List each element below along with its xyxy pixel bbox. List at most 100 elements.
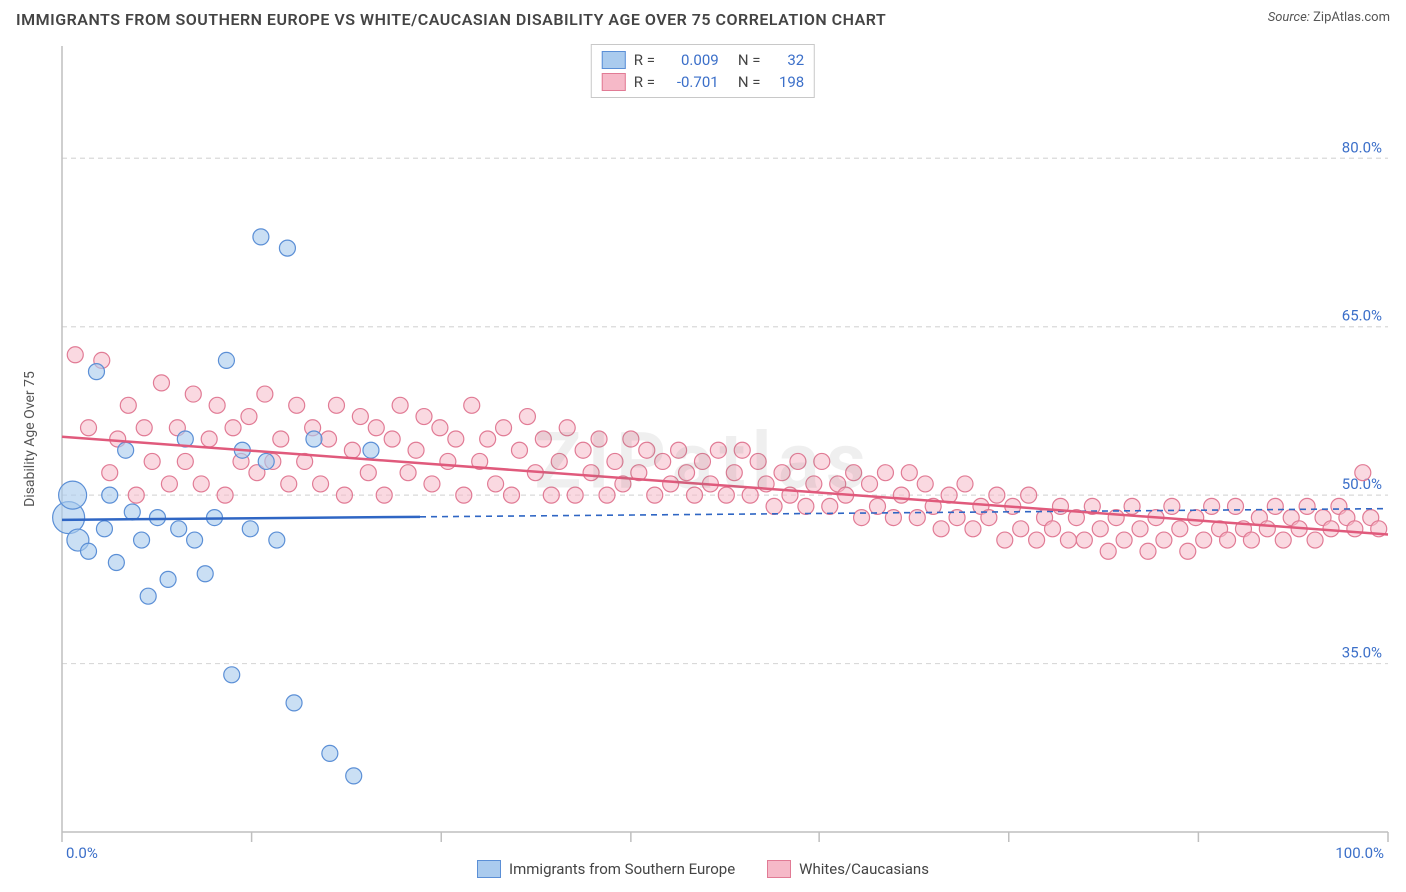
point-blue <box>269 532 285 548</box>
point-pink <box>1172 521 1188 537</box>
legend-item-blue: Immigrants from Southern Europe <box>477 860 735 878</box>
series-legend: Immigrants from Southern Europe Whites/C… <box>16 860 1390 878</box>
point-blue <box>118 442 134 458</box>
point-pink <box>933 521 949 537</box>
point-pink <box>535 431 551 447</box>
point-pink <box>1140 543 1156 559</box>
point-blue <box>149 510 165 526</box>
point-pink <box>193 476 209 492</box>
point-blue <box>346 768 362 784</box>
point-pink <box>128 487 144 503</box>
point-blue <box>140 588 156 604</box>
point-pink <box>153 375 169 391</box>
point-pink <box>710 442 726 458</box>
point-pink <box>273 431 289 447</box>
point-pink <box>877 465 893 481</box>
point-pink <box>1124 498 1140 514</box>
point-pink <box>1220 532 1236 548</box>
point-pink <box>1021 487 1037 503</box>
point-blue <box>88 364 104 380</box>
point-pink <box>1156 532 1172 548</box>
corr-row-blue: R = 0.009 N = 32 <box>602 49 804 71</box>
point-pink <box>607 453 623 469</box>
point-pink <box>225 420 241 436</box>
point-pink <box>1029 532 1045 548</box>
point-pink <box>599 487 615 503</box>
swatch-blue <box>477 860 501 878</box>
point-pink <box>567 487 583 503</box>
point-pink <box>257 386 273 402</box>
point-pink <box>1180 543 1196 559</box>
corr-n-pink: 198 <box>772 71 804 93</box>
chart-title: IMMIGRANTS FROM SOUTHERN EUROPE VS WHITE… <box>16 10 886 29</box>
point-pink <box>1132 521 1148 537</box>
point-pink <box>917 476 933 492</box>
corr-r-blue: 0.009 <box>667 49 719 71</box>
y-axis-label: Disability Age Over 75 <box>22 371 38 507</box>
point-pink <box>965 521 981 537</box>
point-pink <box>591 431 607 447</box>
point-pink <box>1196 532 1212 548</box>
y-tick-label: 65.0% <box>1342 307 1382 325</box>
point-pink <box>901 465 917 481</box>
point-pink <box>1100 543 1116 559</box>
point-pink <box>583 465 599 481</box>
point-pink <box>639 442 655 458</box>
point-pink <box>1307 532 1323 548</box>
point-pink <box>241 409 257 425</box>
point-pink <box>1045 521 1061 537</box>
point-pink <box>726 465 742 481</box>
point-pink <box>750 453 766 469</box>
point-pink <box>456 487 472 503</box>
point-pink <box>647 487 663 503</box>
point-pink <box>136 420 152 436</box>
point-pink <box>400 465 416 481</box>
point-pink <box>416 409 432 425</box>
swatch-blue <box>602 51 626 69</box>
point-pink <box>344 442 360 458</box>
point-pink <box>893 487 909 503</box>
point-blue <box>242 521 258 537</box>
point-pink <box>376 487 392 503</box>
point-blue <box>197 566 213 582</box>
swatch-pink <box>767 860 791 878</box>
point-pink <box>1347 521 1363 537</box>
point-pink <box>161 476 177 492</box>
point-pink <box>144 453 160 469</box>
point-pink <box>1243 532 1259 548</box>
point-blue <box>134 532 150 548</box>
corr-row-pink: R = -0.701 N = 198 <box>602 71 804 93</box>
y-tick-label: 80.0% <box>1342 138 1382 156</box>
point-blue <box>279 240 295 256</box>
point-blue <box>306 431 322 447</box>
point-pink <box>360 465 376 481</box>
point-pink <box>464 397 480 413</box>
point-pink <box>440 453 456 469</box>
point-pink <box>862 476 878 492</box>
point-pink <box>1228 498 1244 514</box>
y-tick-label: 35.0% <box>1342 644 1382 662</box>
source-label: Source: <box>1268 10 1310 25</box>
point-pink <box>1060 532 1076 548</box>
chart-source: Source: ZipAtlas.com <box>1268 10 1390 25</box>
point-blue <box>363 442 379 458</box>
point-pink <box>384 431 400 447</box>
point-pink <box>734 442 750 458</box>
point-pink <box>321 431 337 447</box>
trendline-blue <box>62 517 420 520</box>
corr-n-label: N = <box>727 49 765 71</box>
corr-r-label: R = <box>634 71 659 93</box>
point-pink <box>687 487 703 503</box>
point-pink <box>559 420 575 436</box>
point-pink <box>846 465 862 481</box>
point-pink <box>822 498 838 514</box>
swatch-pink <box>602 73 626 91</box>
point-pink <box>201 431 217 447</box>
point-blue <box>96 521 112 537</box>
point-pink <box>575 442 591 458</box>
point-pink <box>1013 521 1029 537</box>
point-pink <box>814 453 830 469</box>
point-pink <box>1275 532 1291 548</box>
scatter-chart: 35.0%50.0%65.0%80.0%0.0%100.0%Disability… <box>16 44 1390 880</box>
point-pink <box>519 409 535 425</box>
